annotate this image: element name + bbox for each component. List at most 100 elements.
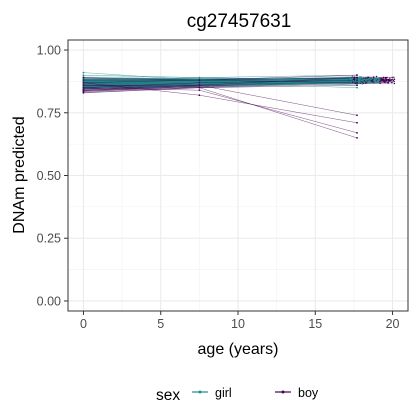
- trajectory-point-boy: [393, 76, 395, 79]
- trajectory-point-girl: [351, 75, 354, 78]
- trajectory-point-girl: [359, 78, 361, 81]
- data-point-boy: [82, 81, 85, 84]
- data-point-boy: [198, 86, 201, 89]
- data-point-boy: [356, 81, 358, 84]
- legend-key-point-girl: [198, 390, 202, 394]
- trajectory-line-girl: [83, 79, 367, 85]
- data-point-boy: [356, 74, 358, 77]
- x-tick-label: 10: [231, 317, 245, 331]
- trajectory-point-boy: [353, 78, 356, 81]
- trajectory-line-girl: [83, 81, 355, 86]
- trajectory-point-girl: [351, 78, 353, 80]
- trajectory-line-boy: [83, 77, 387, 88]
- trajectory-line-boy: [83, 77, 380, 88]
- data-point-boy: [198, 81, 201, 84]
- trajectory-point-boy: [372, 76, 375, 78]
- data-point-boy: [82, 79, 85, 82]
- trajectory-point-boy: [365, 77, 367, 79]
- chart-title: cg27457631: [187, 11, 292, 32]
- trajectory-point-girl: [367, 80, 369, 83]
- trajectory-point-boy: [380, 80, 382, 82]
- trajectory-point-boy: [367, 76, 370, 78]
- y-tick-label: 0.75: [37, 106, 61, 120]
- x-tick-label: 0: [80, 317, 87, 331]
- data-point-boy: [356, 114, 358, 117]
- trajectory-line-girl: [83, 79, 380, 82]
- trajectory-point-boy: [379, 82, 381, 85]
- data-point-boy: [356, 76, 358, 79]
- trajectory-point-boy: [382, 78, 384, 81]
- trajectory-line-boy: [83, 76, 377, 85]
- x-tick-label: 20: [386, 317, 400, 331]
- trajectory-point-girl: [372, 77, 374, 80]
- x-axis-ticks: 0 5 10 15 20: [80, 311, 400, 331]
- x-axis-title: age (years): [198, 341, 279, 358]
- trajectory-point-girl: [363, 81, 365, 84]
- trajectory-line-boy: [83, 79, 383, 92]
- trajectory-point-girl: [360, 76, 363, 78]
- data-point-boy: [198, 94, 201, 97]
- trajectory-point-girl: [368, 79, 370, 81]
- trajectory-line-boy: [83, 80, 387, 86]
- data-point-boy: [356, 79, 358, 82]
- trajectory-point-girl: [360, 79, 363, 82]
- trajectory-point-boy: [393, 82, 396, 85]
- y-tick-label: 1.00: [37, 44, 61, 58]
- trajectory-point-girl: [370, 78, 373, 81]
- trajectory-point-girl: [372, 82, 375, 84]
- trajectory-line-girl: [83, 79, 359, 84]
- trajectory-point-girl: [358, 79, 360, 81]
- trajectory-line-boy: [83, 80, 381, 92]
- trajectory-line-girl: [83, 79, 372, 85]
- trajectory-point-boy: [393, 78, 396, 80]
- trajectory-line-boy: [83, 79, 353, 84]
- trajectory-point-boy: [385, 80, 387, 82]
- trajectory-point-girl: [349, 78, 351, 81]
- y-tick-label: 0.25: [37, 232, 61, 246]
- trajectory-point-girl: [358, 81, 360, 83]
- data-point-boy: [356, 84, 358, 87]
- trajectory-point-boy: [386, 82, 389, 84]
- trajectory-point-girl: [359, 75, 361, 78]
- trajectory-point-girl: [375, 81, 378, 83]
- trajectory-point-girl: [350, 82, 352, 84]
- trajectory-point-girl: [355, 79, 357, 82]
- trajectory-line-girl: [83, 78, 369, 85]
- y-axis-ticks: 0.00 0.25 0.50 0.75 1.00: [37, 44, 68, 308]
- trajectory-line-boy: [83, 77, 358, 85]
- trajectory-point-boy: [383, 81, 386, 83]
- trajectory-point-boy: [393, 80, 395, 83]
- legend-entry-girl: girl: [192, 386, 232, 400]
- trajectory-points: [82, 71, 396, 139]
- data-point-girl: [82, 71, 85, 74]
- trajectory-point-boy: [391, 76, 393, 79]
- trajectory-point-boy: [391, 81, 393, 84]
- trajectory-point-girl: [359, 81, 361, 84]
- trajectory-point-boy: [392, 79, 395, 82]
- data-point-boy: [82, 91, 85, 94]
- trajectory-line-boy: [83, 80, 386, 83]
- trajectory-point-boy: [375, 75, 378, 78]
- trajectory-line-girl: [83, 77, 365, 80]
- trajectory-point-girl: [366, 80, 368, 82]
- trajectory-point-boy: [383, 76, 385, 79]
- trajectory-point-girl: [377, 78, 380, 80]
- trajectory-point-girl: [353, 81, 355, 83]
- trajectory-point-girl: [366, 78, 368, 81]
- trajectory-line-girl: [83, 76, 362, 87]
- legend-entry-boy: boy: [275, 386, 319, 400]
- trajectory-lines: [83, 72, 395, 139]
- trajectory-line-boy: [83, 79, 376, 84]
- y-tick-label: 0.50: [37, 169, 61, 183]
- data-point-boy: [82, 89, 85, 92]
- trajectory-point-girl: [352, 80, 355, 82]
- data-point-boy: [198, 79, 201, 82]
- trajectory-point-girl: [378, 77, 381, 79]
- trajectory-point-boy: [390, 79, 393, 81]
- trajectory-point-girl: [366, 82, 369, 84]
- trajectory-line-girl: [83, 77, 363, 80]
- trajectory-line-girl: [83, 78, 350, 85]
- trajectory-line-boy: [83, 79, 367, 81]
- data-point-boy: [198, 84, 201, 87]
